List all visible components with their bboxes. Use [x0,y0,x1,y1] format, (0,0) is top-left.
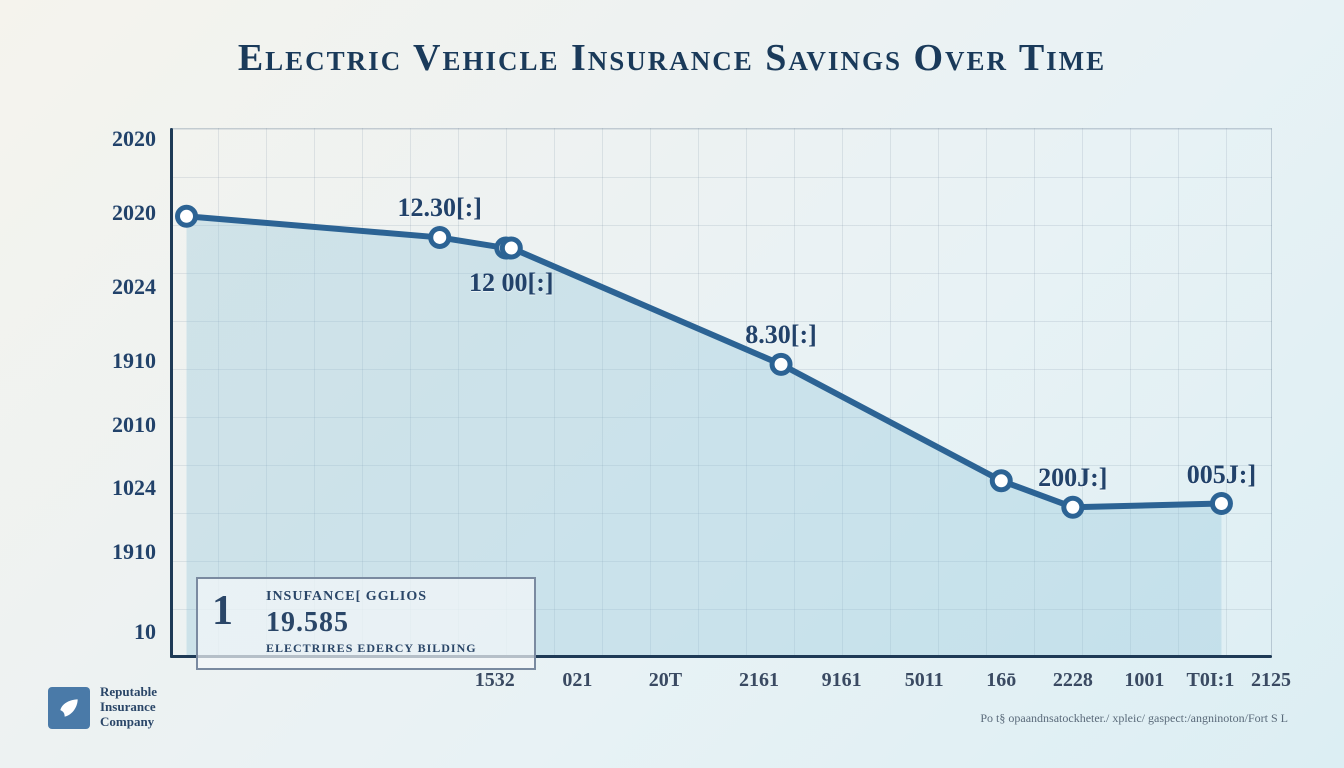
x-tick-label: 1532 [475,669,515,692]
x-tick-label: 2125 [1251,669,1291,692]
x-tick-label: 20T [649,669,682,692]
x-tick-label: 1001 [1124,669,1164,692]
legend-box: 1 INSUFANCE[ GGLIOS 19.585 ELECTRIRES ED… [196,577,536,670]
leaf-icon [48,687,90,729]
x-tick-label: 5011 [905,669,944,692]
brand-name: ReputableInsuranceCompany [100,685,157,730]
y-tick-label: 2020 [76,200,156,226]
x-tick-label: 2228 [1053,669,1093,692]
data-point-label: 200J:] [1038,463,1107,493]
data-point-label: 12 00[:] [469,268,553,298]
data-point-label: 005J:] [1187,460,1256,490]
x-tick-label: 9161 [822,669,862,692]
y-tick-label: 1024 [76,475,156,501]
y-tick-label: 1910 [76,539,156,565]
fine-print: Po t§ opaandnsatockheter./ xpleic/ gaspe… [980,711,1288,726]
x-tick-label: T0I:1 [1187,669,1235,692]
chart-title: Electric Vehicle Insurance Savings Over … [22,36,1322,80]
chart-area: 12.30[:] 12 00[:] 8.30[:] 200J:] 005J:] 1 IN… [76,128,1282,688]
brand-logo: ReputableInsuranceCompany [48,685,157,730]
legend-badge: 1 [212,587,233,635]
y-tick-label: 10 [76,619,156,645]
y-tick-label: 1910 [76,348,156,374]
y-tick-label: 2020 [76,126,156,152]
y-axis [170,128,173,658]
data-point-label: 8.30[:] [745,320,816,350]
legend-line3: ELECTRIRES EDERCY BILDING [266,641,520,656]
x-tick-label: 16ō [986,669,1016,692]
y-tick-label: 2024 [76,274,156,300]
data-point-label: 12.30[:] [397,193,481,223]
y-tick-label: 2010 [76,412,156,438]
x-tick-label: 2161 [739,669,779,692]
x-tick-label: 021 [562,669,592,692]
legend-line1: INSUFANCE[ GGLIOS [266,589,520,605]
legend-value: 19.585 [266,607,520,639]
